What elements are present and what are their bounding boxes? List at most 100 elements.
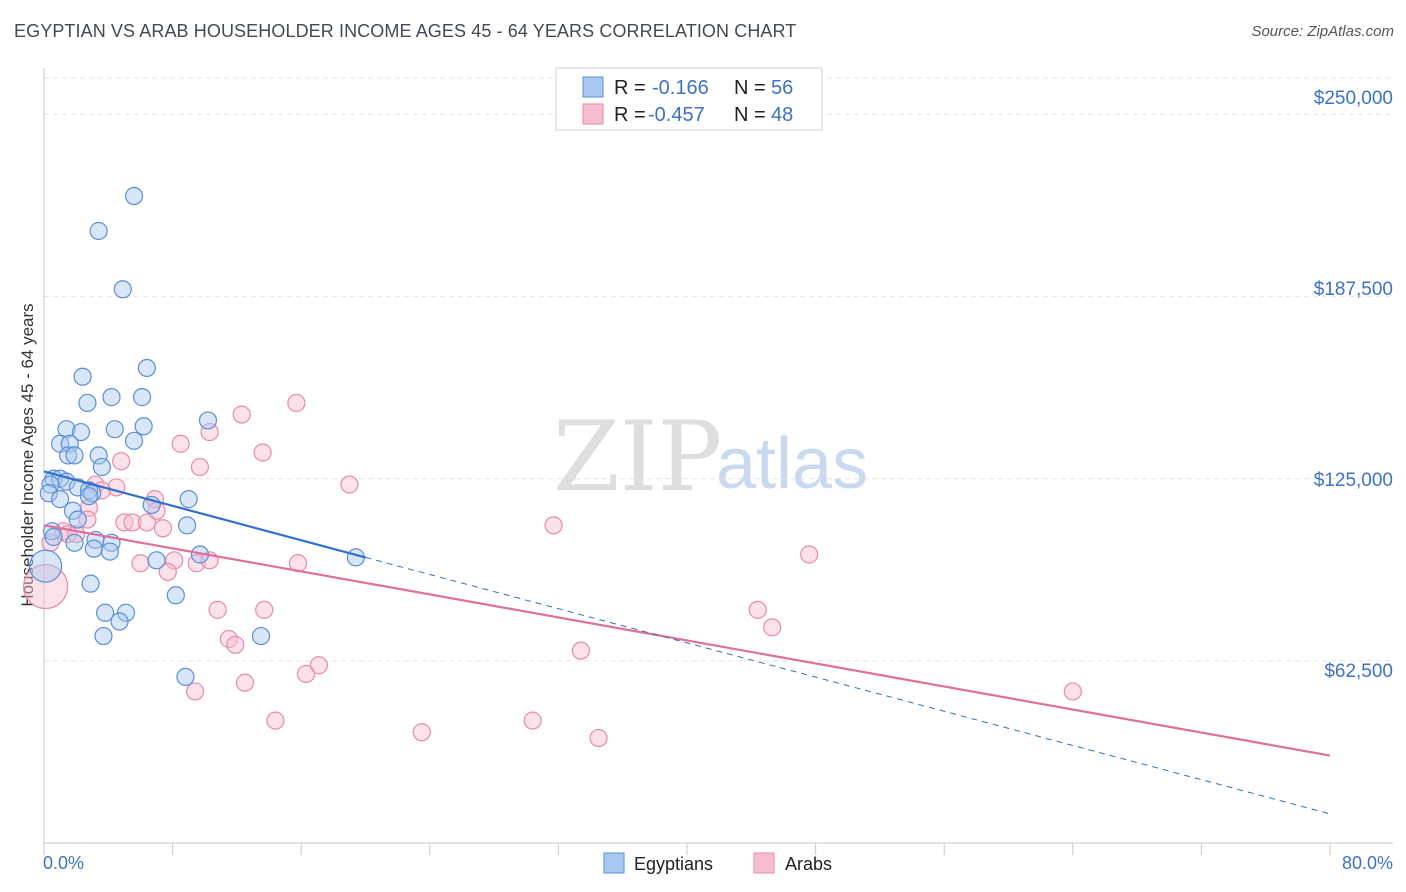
arabs-point [287, 393, 306, 413]
arabs-point [78, 510, 97, 529]
egyptians-point [65, 533, 84, 552]
legend-swatch-arabs [582, 103, 604, 125]
arabs-point [232, 405, 251, 424]
arabs-point [763, 618, 782, 637]
egyptians-point [78, 393, 97, 413]
x-axis-ticks [43, 843, 1331, 855]
arabs-point [235, 673, 255, 692]
bottom-legend-swatch-egyptians [603, 852, 625, 874]
arabs-point [253, 443, 272, 462]
arabs-point [523, 711, 542, 730]
egyptians-point [198, 411, 218, 430]
egyptians-point [65, 446, 84, 465]
arabs-point [266, 711, 285, 730]
egyptians-point [39, 484, 58, 503]
arabs-point [589, 728, 608, 748]
arabs-point [165, 551, 184, 570]
bottom-legend: Egyptians Arabs [603, 852, 832, 874]
arabs-point [208, 600, 227, 619]
arabs-point [226, 635, 245, 654]
egyptians-point [50, 490, 70, 509]
arabs-point [1063, 682, 1082, 701]
egyptians-point [84, 539, 103, 558]
legend-swatch-egyptians [582, 76, 604, 98]
egyptians-point [177, 516, 197, 535]
watermark-zip: ZIP [553, 401, 722, 513]
legend-r-label: R = [614, 104, 651, 126]
x-tick-label-max: 80.0% [1342, 853, 1393, 873]
arabs-point [23, 563, 69, 610]
egyptians-point [100, 542, 120, 561]
arabs-point [748, 600, 767, 619]
arabs-point [340, 475, 359, 494]
egyptians-point [29, 549, 63, 583]
egyptians-point [251, 626, 271, 646]
bottom-legend-egyptians: Egyptians [634, 854, 713, 874]
egyptians-points [29, 186, 365, 686]
egyptians-point [79, 481, 99, 500]
y-tick-label: $125,000 [1314, 470, 1393, 491]
egyptians-point [124, 431, 144, 450]
egyptians-point [59, 446, 78, 465]
arabs-point [296, 664, 316, 684]
legend-n-value: 48 [771, 104, 793, 126]
y-axis-label: Householder Income Ages 45 - 64 years [18, 303, 37, 606]
legend-r-value: -0.457 [648, 104, 705, 126]
egyptians-point [137, 358, 156, 378]
egyptians-point [89, 221, 108, 241]
arabs-point [137, 513, 156, 532]
egyptians-point [63, 501, 83, 520]
arabs-point [200, 422, 219, 442]
gridlines [44, 77, 1393, 662]
egyptians-point [81, 574, 100, 593]
arabs-point [309, 656, 328, 675]
arabs-point [158, 562, 177, 582]
egyptians-point [92, 457, 111, 477]
egyptians-point [179, 490, 198, 509]
arabs-point [153, 519, 173, 538]
egyptians-point [94, 626, 113, 646]
trend-lines [43, 470, 1331, 815]
legend-n-label: N = [734, 77, 771, 99]
bottom-legend-swatch-arabs [753, 852, 775, 874]
arabs-points [23, 393, 1082, 748]
y-tick-label: $62,500 [1324, 661, 1393, 682]
arabs-point [190, 457, 210, 477]
egyptians-trend-extension [365, 556, 1331, 815]
top-legend: R = -0.166 N = 56 R = -0.457 N = 48 [555, 67, 823, 131]
arabs-point [412, 723, 431, 742]
chart-title: EGYPTIAN VS ARAB HOUSEHOLDER INCOME AGES… [14, 21, 797, 41]
arabs-point [544, 516, 563, 535]
egyptians-trend-line [43, 470, 366, 559]
arabs-point [800, 545, 819, 564]
x-tick-label-min: 0.0% [43, 853, 84, 873]
bottom-legend-arabs: Arabs [785, 854, 832, 874]
y-tick-label: $187,500 [1314, 279, 1393, 300]
y-tick-label: $250,000 [1314, 88, 1393, 109]
egyptians-point [73, 367, 92, 386]
legend-r-label: R = [614, 77, 651, 99]
arabs-point [131, 554, 150, 573]
egyptians-point [132, 388, 152, 407]
legend-n-value: 56 [771, 77, 793, 99]
arabs-point [255, 600, 274, 619]
egyptians-point [89, 446, 108, 465]
arabs-point [112, 452, 131, 471]
arabs-point [123, 513, 142, 532]
egyptians-point [79, 487, 99, 506]
egyptians-point [102, 388, 121, 407]
egyptians-point [166, 586, 185, 605]
legend-n-label: N = [734, 104, 771, 126]
egyptians-point [60, 434, 79, 453]
egyptians-point [44, 527, 63, 547]
arabs-point [186, 682, 205, 701]
arabs-trend-line [43, 524, 1331, 757]
egyptians-point [71, 422, 91, 442]
egyptians-point [113, 280, 132, 299]
egyptians-point [95, 603, 115, 622]
egyptians-point [110, 612, 129, 631]
egyptians-point [147, 551, 166, 570]
source-credit: Source: ZipAtlas.com [1251, 23, 1394, 40]
arabs-point [171, 434, 190, 453]
y-tick-labels: $250,000 $187,500 $125,000 $62,500 [1314, 88, 1393, 682]
